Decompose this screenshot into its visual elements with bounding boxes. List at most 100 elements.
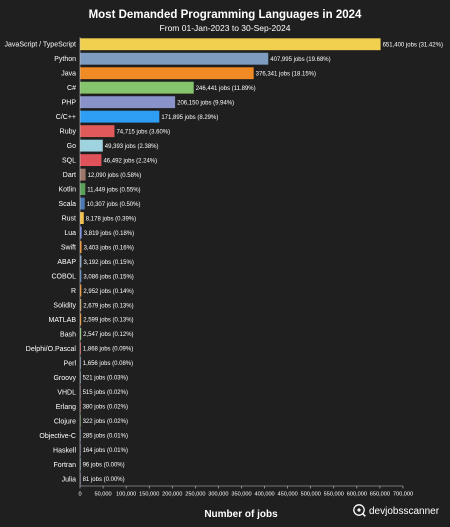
x-axis-ticks: 0 50,000 100,000 150,000 200,000 250,000 300,0… (78, 486, 413, 498)
bar-value-label: 2,599 jobs (0.13%) (83, 318, 133, 324)
bar (80, 139, 103, 152)
bar (80, 472, 81, 485)
bar (80, 212, 84, 224)
bar-value-label: 3,192 jobs (0.15%) (83, 260, 133, 266)
x-tick-label: 450,000 (278, 492, 298, 498)
y-tick-label: Ruby (60, 129, 77, 136)
bar (80, 385, 81, 398)
bar (80, 52, 269, 65)
x-tick-label: 500,000 (301, 492, 321, 498)
x-tick-label: 350,000 (231, 492, 251, 498)
bar-value-label: 206,150 jobs (9.94%) (177, 100, 234, 106)
bar-value-label: 246,441 jobs (11.89%) (196, 86, 256, 92)
bar-value-label: 2,547 jobs (0.12%) (83, 332, 133, 338)
bar-value-label: 322 jobs (0.02%) (83, 419, 128, 425)
y-tick-label: Objective-C (39, 433, 76, 440)
bar-value-label: 46,492 jobs (2.24%) (103, 158, 157, 164)
bar (80, 371, 81, 384)
bar (80, 327, 82, 340)
bar (80, 197, 85, 210)
x-tick-label: 50,000 (95, 492, 112, 498)
y-tick-label: Java (61, 71, 76, 78)
y-tick-label: Perl (64, 360, 77, 367)
y-tick-label: Fortran (53, 462, 76, 469)
bar-value-label: 96 jobs (0.00%) (83, 463, 125, 469)
y-tick-label: Bash (60, 331, 76, 338)
y-tick-label: C/C++ (56, 114, 76, 121)
y-tick-label: Delphi/O.Pascal (26, 346, 77, 353)
y-tick-label: Kotlin (58, 187, 76, 194)
y-tick-label: Solidity (53, 302, 76, 309)
bar-value-label: 521 jobs (0.03%) (83, 376, 128, 382)
x-tick-label: 550,000 (324, 492, 344, 498)
bar (80, 154, 102, 167)
bar-value-label: 3,819 jobs (0.18%) (84, 231, 134, 237)
bar (80, 67, 254, 80)
bar-value-label: 8,178 jobs (0.39%) (86, 216, 136, 222)
bar-value-label: 164 jobs (0.01%) (83, 448, 128, 454)
y-tick-label: PHP (62, 100, 77, 107)
bar (80, 299, 82, 311)
bar-value-label: 380 jobs (0.02%) (83, 405, 128, 411)
y-tick-label: SQL (62, 158, 76, 165)
bar (80, 226, 82, 239)
bar (80, 96, 176, 109)
x-tick-label: 250,000 (185, 492, 205, 498)
bar (80, 342, 81, 355)
bar (80, 458, 81, 471)
y-tick-label: R (71, 288, 76, 295)
bar-value-label: 74,715 jobs (3.60%) (116, 129, 170, 135)
bar (80, 255, 82, 268)
bar (80, 429, 81, 442)
y-tick-label: Clojure (54, 418, 76, 425)
bars (80, 38, 381, 485)
y-tick-label: Python (54, 56, 76, 63)
brand-name: devjobsscanner (369, 506, 440, 517)
bar (80, 400, 81, 413)
y-tick-label: ABAP (57, 259, 76, 266)
y-tick-label: Haskell (53, 447, 76, 454)
y-tick-label: C# (67, 85, 76, 92)
y-tick-label: VHDL (57, 389, 76, 396)
bar (80, 356, 81, 369)
bar-value-label: 651,400 jobs (31.42%) (383, 43, 443, 49)
y-tick-label: Erlang (56, 404, 76, 411)
x-tick-label: 600,000 (347, 492, 367, 498)
bar-value-labels: 651,400 jobs (31.42%) 407,995 jobs (19.68… (83, 43, 443, 484)
brand: devjobsscanner (353, 504, 440, 517)
bar (80, 241, 82, 253)
x-tick-label: 400,000 (254, 492, 274, 498)
bar-value-label: 12,090 jobs (0.58%) (88, 173, 142, 179)
bar (80, 38, 381, 51)
y-tick-label: Swift (61, 245, 76, 252)
bar-value-label: 515 jobs (0.02%) (83, 390, 128, 396)
bar-value-label: 3,403 jobs (0.16%) (84, 245, 134, 251)
bar-value-label: 49,393 jobs (2.38%) (105, 144, 159, 150)
bar-value-label: 1,656 jobs (0.08%) (83, 361, 133, 367)
bar (80, 125, 115, 138)
bar (80, 183, 86, 196)
bar (80, 270, 82, 282)
bar (80, 110, 160, 123)
bar-value-label: 376,341 jobs (18.15%) (256, 72, 316, 78)
bar-value-label: 11,449 jobs (0.55%) (87, 187, 140, 193)
y-tick-label: Julia (62, 476, 77, 483)
x-tick-label: 100,000 (116, 492, 136, 498)
bar (80, 443, 81, 456)
y-tick-label: JavaScript / TypeScript (5, 42, 77, 49)
bar (80, 313, 82, 326)
y-tick-label: Scala (58, 201, 76, 208)
x-tick-label: 650,000 (370, 492, 390, 498)
bar-value-label: 285 jobs (0.01%) (83, 434, 128, 440)
bar-value-label: 81 jobs (0.00%) (83, 477, 125, 483)
bar-value-label: 1,868 jobs (0.09%) (83, 347, 133, 353)
y-tick-label: Groovy (53, 375, 76, 382)
x-tick-label: 0 (78, 492, 81, 498)
y-tick-label: Rust (62, 216, 76, 223)
chart-subtitle: From 01-Jan-2023 to 30-Sep-2024 (160, 23, 291, 33)
y-tick-label: MATLAB (49, 317, 77, 324)
bar (80, 414, 81, 427)
